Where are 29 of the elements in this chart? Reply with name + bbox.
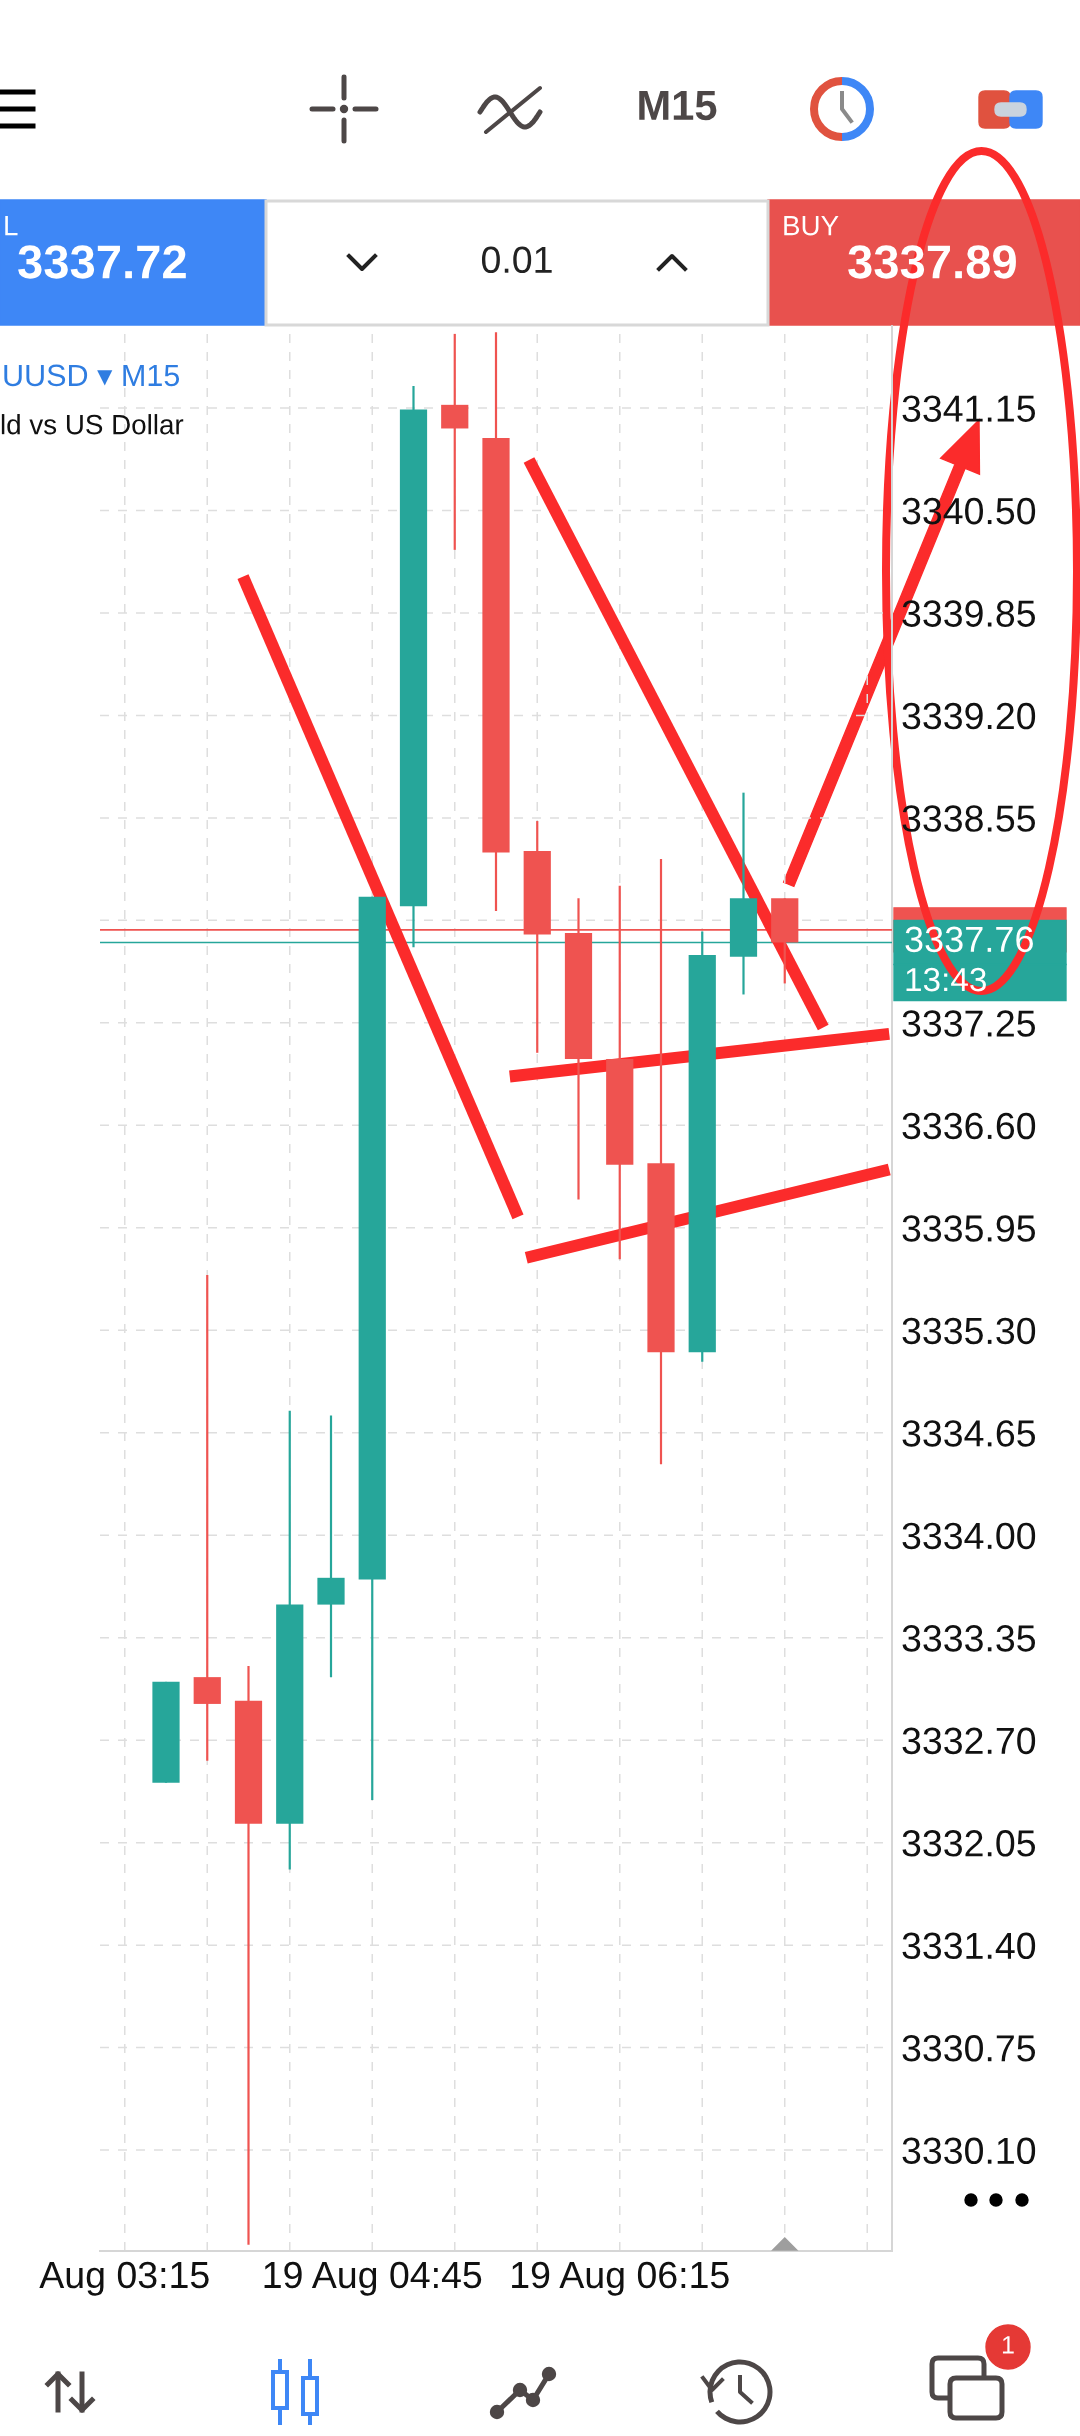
y-tick-label: 3335.30 — [902, 1317, 1036, 1345]
y-tick-label: 3332.05 — [902, 1830, 1036, 1857]
y-tick-label: 3339.20 — [902, 702, 1036, 730]
y-tick-label: 3334.65 — [902, 1420, 1036, 1447]
candlestick — [441, 332, 469, 551]
x-tick-label: 19 Aug 04:45 — [264, 2261, 482, 2296]
text: BUY — [784, 216, 839, 236]
candlestick — [317, 1414, 345, 1679]
y-tick-label: 3335.95 — [902, 1215, 1036, 1242]
x-tick-label: 19 Aug 06:15 — [512, 2261, 729, 2296]
text: M15 — [639, 91, 717, 121]
text: 0.01 — [481, 246, 552, 274]
y-tick-label: 3333.35 — [902, 1625, 1036, 1652]
text: 1 — [1002, 2336, 1014, 2354]
text: UUSD ▾ M15 — [4, 364, 180, 387]
text: 3337.72 — [18, 245, 186, 279]
y-tick-label: 3330.10 — [902, 2137, 1036, 2165]
y-tick-label: 3334.00 — [902, 1522, 1036, 1550]
candlestick — [193, 1274, 221, 1762]
x-tick-label: Aug 03:15 — [39, 2261, 209, 2296]
y-tick-label: 3332.70 — [902, 1727, 1036, 1755]
y-tick-label: 3341.15 — [902, 395, 1036, 422]
text: 3337.89 — [848, 245, 1016, 279]
y-tick-label: 3330.75 — [902, 2035, 1036, 2062]
y-tick-label: 3331.40 — [902, 1932, 1036, 1960]
y-tick-label: 3337.25 — [902, 1010, 1036, 1037]
text: L — [5, 216, 18, 236]
y-tick-label: 3336.60 — [902, 1112, 1036, 1140]
text: ld vs US Dollar — [1, 414, 184, 435]
